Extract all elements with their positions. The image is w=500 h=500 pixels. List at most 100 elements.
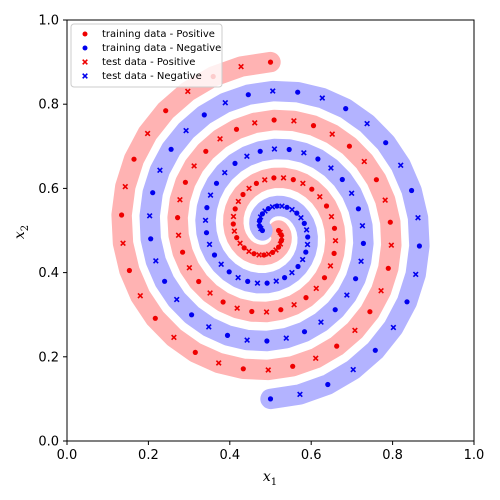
training-point-positive <box>182 179 188 185</box>
test-point-positive <box>175 232 182 239</box>
test-point-positive <box>122 183 129 190</box>
training-point-negative <box>203 230 210 236</box>
training-point-positive <box>180 249 186 255</box>
test-point-positive <box>144 130 151 137</box>
test-point-negative <box>271 146 278 152</box>
test-point-positive <box>291 118 297 124</box>
training-point-negative <box>294 210 300 216</box>
test-point-negative <box>319 95 326 101</box>
legend-label-test-positive: test data - Positive <box>102 57 195 68</box>
test-point-positive <box>186 264 193 271</box>
test-point-negative <box>328 165 334 171</box>
training-point-negative <box>168 146 174 152</box>
test-point-positive <box>300 180 306 187</box>
x-axis-label: x1 <box>263 469 277 488</box>
test-point-negative <box>300 149 307 156</box>
test-point-positive <box>332 237 339 244</box>
training-point-negative <box>339 176 345 183</box>
test-point-negative <box>183 127 189 134</box>
training-point-positive <box>373 177 379 183</box>
test-point-positive <box>327 262 334 269</box>
plot-frame <box>66 19 475 442</box>
training-point-negative <box>148 236 154 242</box>
data-points <box>119 59 422 402</box>
training-point-positive <box>331 225 338 231</box>
training-point-positive <box>220 299 226 305</box>
test-point-negative <box>303 227 310 233</box>
training-point-negative <box>332 307 338 313</box>
test-point-negative <box>299 256 306 263</box>
training-point-positive <box>152 315 158 321</box>
test-point-negative <box>221 169 228 176</box>
training-point-negative <box>416 243 422 249</box>
test-point-positive <box>263 309 270 315</box>
test-point-negative <box>283 335 290 341</box>
test-point-negative <box>269 203 276 210</box>
x-tick-label: 0.8 <box>382 448 403 463</box>
test-point-positive <box>246 185 252 192</box>
test-point-negative <box>273 278 280 284</box>
legend-marker-training-positive <box>82 31 88 37</box>
training-point-negative <box>201 112 207 118</box>
y-tick-label: 0.0 <box>38 435 59 450</box>
training-point-negative <box>204 205 210 211</box>
training-point-negative <box>295 263 301 270</box>
training-point-positive <box>251 251 257 257</box>
training-point-positive <box>175 215 181 221</box>
y-axis-label: x2 <box>12 225 31 239</box>
test-point-negative <box>304 241 311 248</box>
training-point-positive <box>334 343 340 349</box>
test-point-negative <box>348 190 355 197</box>
test-point-positive <box>238 63 244 70</box>
legend-label-training-positive: training data - Positive <box>102 29 215 40</box>
training-point-negative <box>211 252 218 258</box>
test-point-negative <box>412 271 419 278</box>
test-point-negative <box>397 162 404 169</box>
training-point-positive <box>387 219 393 225</box>
test-point-positive <box>237 240 243 247</box>
test-point-positive <box>265 367 272 373</box>
test-point-positive <box>316 193 323 200</box>
training-point-negative <box>301 329 308 335</box>
test-point-positive <box>191 163 197 169</box>
training-point-negative <box>245 278 251 284</box>
training-point-negative <box>360 240 366 246</box>
test-point-negative <box>254 280 261 287</box>
training-point-negative <box>295 89 301 95</box>
x-tick-label: 0.2 <box>138 448 159 463</box>
training-point-positive <box>367 309 373 315</box>
training-point-positive <box>232 206 238 212</box>
training-point-positive <box>346 143 352 149</box>
training-point-negative <box>343 106 349 112</box>
training-point-negative <box>189 312 195 318</box>
training-point-negative <box>162 278 168 284</box>
x-tick-label: 0.6 <box>301 448 322 463</box>
test-point-negative <box>318 319 324 325</box>
y-tick-label: 0.6 <box>38 182 59 197</box>
training-point-positive <box>310 123 317 129</box>
training-point-negative <box>213 180 220 186</box>
test-point-negative <box>244 153 250 160</box>
training-point-negative <box>372 347 378 353</box>
y-tick-label: 0.8 <box>38 98 59 113</box>
training-point-positive <box>119 212 125 218</box>
legend-label-test-negative: test data - Negative <box>102 71 202 82</box>
y-tick-label: 0.4 <box>38 266 59 281</box>
test-point-positive <box>329 131 336 137</box>
test-point-negative <box>269 88 276 94</box>
training-point-positive <box>321 275 328 281</box>
test-point-positive <box>388 242 395 249</box>
test-point-positive <box>177 196 183 203</box>
test-point-positive <box>280 174 287 181</box>
test-point-positive <box>137 292 144 299</box>
training-point-negative <box>325 381 331 388</box>
test-point-negative <box>222 99 229 106</box>
training-point-positive <box>270 249 276 255</box>
training-point-positive <box>385 265 391 271</box>
test-point-negative <box>244 337 250 343</box>
test-point-positive <box>291 301 297 308</box>
training-point-negative <box>264 338 270 344</box>
training-point-positive <box>290 363 296 369</box>
y-axis-ticks: 0.0 0.2 0.4 0.6 0.8 1.0 <box>38 14 67 450</box>
